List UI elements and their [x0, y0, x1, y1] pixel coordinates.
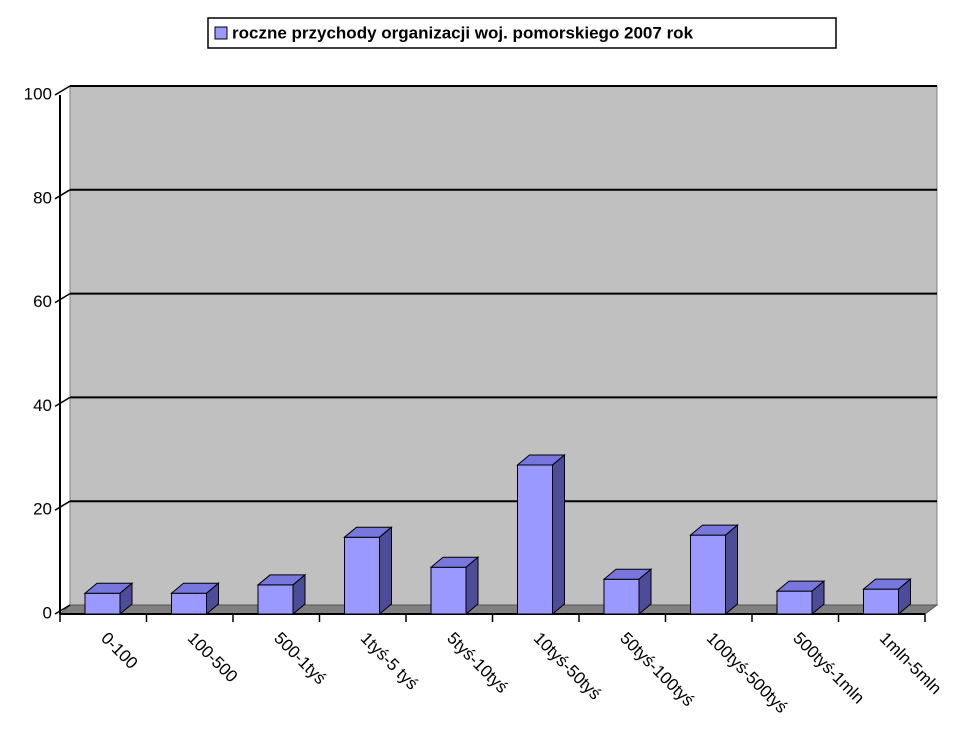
bar	[862, 578, 912, 616]
bar-side	[811, 580, 825, 616]
bar-side	[552, 453, 565, 616]
y-tick-label: 40	[33, 396, 52, 415]
bar	[256, 573, 307, 616]
bar-side	[638, 568, 652, 616]
x-tick-label: 500tyś-1mln	[789, 629, 868, 708]
x-tick-label: 0-100	[97, 629, 141, 673]
y-tick	[54, 292, 71, 304]
bar-side	[292, 573, 306, 616]
bar-front	[430, 566, 467, 615]
bar-front	[776, 590, 813, 615]
y-tick-label: 60	[33, 292, 52, 311]
y-tick	[54, 396, 71, 408]
y-tick	[54, 85, 71, 96]
y-tick	[54, 500, 71, 511]
x-tick-label: 1tyś-5 tyś	[357, 629, 422, 694]
bar-side	[206, 582, 219, 616]
y-tick-label: 100	[24, 84, 52, 103]
x-tick-label: 10tyś-50tyś	[530, 629, 605, 704]
bar-front	[690, 534, 726, 615]
bar	[516, 453, 566, 616]
bar-front	[517, 464, 553, 615]
x-tick-label: 100tyś-500tyś	[703, 629, 791, 717]
bar-front	[603, 578, 640, 615]
bar	[602, 568, 653, 616]
x-tick-label: 100-500	[184, 629, 242, 687]
x-tick-label: 5tyś-10tyś	[443, 629, 511, 697]
x-tick-label: 50tyś-100tyś	[616, 629, 698, 711]
bar	[83, 582, 134, 616]
bar-side	[465, 556, 479, 616]
y-tick-label: 20	[33, 500, 52, 519]
bar-front	[84, 592, 121, 615]
bar	[429, 556, 480, 616]
legend-swatch	[214, 26, 228, 40]
bar-side	[119, 582, 133, 616]
x-tick-label: 500-1tyś	[270, 629, 330, 689]
legend-label: roczne przychody organizacji woj. pomors…	[232, 23, 694, 42]
y-tick	[54, 189, 71, 200]
bar-side	[898, 578, 911, 616]
bar-front	[344, 536, 380, 615]
x-tick-label: 1mln-5mln	[876, 629, 946, 699]
bar-front	[257, 584, 294, 615]
back-wall	[69, 85, 938, 606]
y-tick-label: 0	[43, 603, 52, 622]
y-tick-label: 80	[33, 188, 52, 207]
bar-side	[379, 526, 392, 616]
bar-front	[863, 588, 899, 615]
bar-side	[725, 524, 738, 616]
bar	[775, 580, 826, 616]
legend-box	[207, 17, 837, 49]
bar	[689, 524, 739, 616]
y-tick	[54, 604, 71, 615]
bar-front	[171, 592, 207, 615]
bar	[343, 526, 393, 616]
bar	[170, 582, 220, 616]
